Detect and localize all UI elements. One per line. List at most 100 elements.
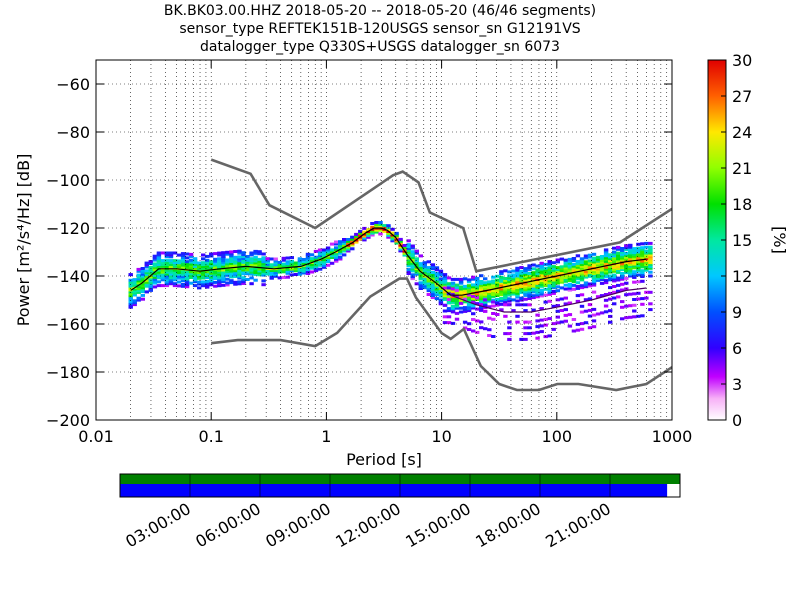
heatmap-cell [346, 245, 351, 249]
heatmap-cell [334, 240, 339, 244]
x-tick-label: 1000 [652, 427, 693, 446]
heatmap-cell [414, 249, 419, 253]
heatmap-cell [442, 286, 448, 290]
heatmap-cell [628, 255, 633, 259]
heatmap-cell [595, 277, 601, 280]
heatmap-cell [237, 257, 242, 261]
heatmap-cell [273, 263, 278, 267]
heatmap-cell [587, 263, 593, 267]
heatmap-cell [273, 274, 278, 278]
heatmap-cell [188, 274, 194, 278]
heatmap-cell [217, 263, 222, 267]
heatmap-cell [261, 256, 266, 260]
heatmap-cell [616, 247, 621, 251]
heatmap-cell [571, 268, 577, 272]
heatmap-cell [245, 278, 250, 281]
heatmap-cell [213, 275, 218, 279]
heatmap-cell [539, 275, 544, 279]
heatmap-cell [410, 261, 415, 265]
heatmap-cell [595, 257, 601, 261]
heatmap-cell [591, 307, 597, 311]
heatmap-cell [595, 275, 601, 279]
heatmap-cell [128, 290, 133, 294]
heatmap-cell [398, 245, 403, 249]
heatmap-cell [285, 264, 290, 268]
heatmap-cell [575, 294, 581, 298]
heatmap-cell [233, 269, 238, 273]
heatmap-cell [628, 292, 633, 296]
heatmap-cell [471, 296, 476, 300]
heatmap-cell [140, 272, 145, 276]
heatmap-cell [462, 286, 468, 290]
heatmap-cell [221, 268, 226, 272]
heatmap-cell [249, 266, 254, 270]
heatmap-cell [466, 309, 472, 313]
heatmap-cell [471, 285, 476, 289]
heatmap-cell [192, 261, 198, 264]
heatmap-cell [458, 289, 464, 293]
heatmap-cell [543, 284, 548, 287]
heatmap-cell [442, 280, 448, 284]
heatmap-cell [563, 264, 568, 268]
heatmap-cell [317, 248, 323, 252]
heatmap-cell [563, 319, 568, 323]
heatmap-cell [603, 273, 609, 277]
heatmap-cell [442, 275, 448, 278]
heatmap-cell [430, 265, 436, 269]
heatmap-cell [462, 309, 468, 313]
heatmap-cell [583, 254, 589, 258]
heatmap-cell [567, 263, 573, 267]
heatmap-cell [579, 293, 585, 297]
heatmap-cell [503, 288, 508, 292]
heatmap-cell [551, 286, 556, 290]
heatmap-cell [523, 303, 528, 307]
x-tick-label: 10 [431, 427, 451, 446]
heatmap-cell [426, 277, 431, 281]
heatmap-cell [535, 287, 540, 291]
heatmap-cell [636, 250, 641, 254]
heatmap-cell [156, 259, 162, 263]
heatmap-cell [551, 261, 556, 265]
heatmap-cell [571, 264, 577, 268]
heatmap-cell [503, 278, 508, 282]
heatmap-cell [309, 253, 315, 257]
heatmap-cell [438, 269, 444, 273]
heatmap-cell [152, 264, 158, 268]
heatmap-cell [180, 271, 186, 275]
heatmap-cell [144, 269, 149, 273]
heatmap-cell [575, 265, 581, 269]
heatmap-cell [402, 247, 407, 251]
heatmap-cell [579, 257, 585, 261]
heatmap-cell [273, 269, 278, 273]
heatmap-cell [640, 261, 645, 265]
heatmap-cell [301, 269, 307, 273]
heatmap-cell [313, 265, 319, 269]
heatmap-cell [559, 265, 564, 269]
heatmap-cell [446, 301, 452, 305]
heatmap-cell [378, 232, 383, 236]
heatmap-cell [591, 274, 597, 277]
heatmap-cell [140, 290, 145, 293]
heatmap-cell [414, 251, 419, 255]
heatmap-cell [164, 255, 170, 259]
heatmap-cell [471, 289, 476, 293]
heatmap-cell [261, 264, 266, 267]
heatmap-cell [213, 277, 218, 280]
heatmap-cell [160, 268, 166, 272]
heatmap-cell [346, 247, 351, 251]
heatmap-cell [483, 286, 488, 290]
heatmap-cell [317, 256, 323, 260]
heatmap-cell [128, 280, 133, 284]
heatmap-cell [579, 304, 585, 308]
heatmap-cell [172, 261, 178, 265]
heatmap-cell [471, 283, 476, 287]
heatmap-cell [523, 282, 528, 286]
heatmap-cell [442, 284, 448, 288]
heatmap-cell [458, 299, 464, 302]
heatmap-cell [499, 291, 504, 295]
heatmap-cell [648, 270, 653, 274]
heatmap-cell [608, 266, 613, 270]
heatmap-cell [172, 282, 178, 286]
heatmap-cell [406, 268, 411, 272]
heatmap-cell [225, 252, 230, 256]
